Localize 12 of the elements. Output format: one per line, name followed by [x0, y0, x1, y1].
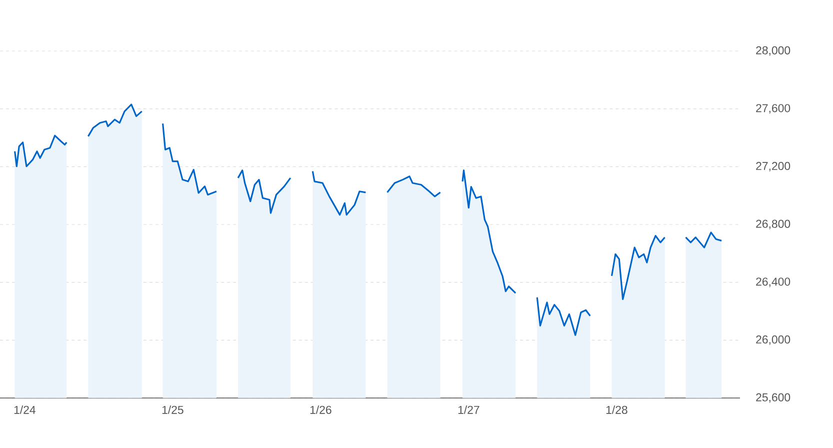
y-tick-label: 27,600	[756, 104, 790, 114]
x-tick-label: 1/27	[458, 406, 480, 414]
y-tick-label: 26,400	[756, 278, 790, 288]
x-tick-label: 1/24	[14, 406, 36, 414]
y-tick-label: 28,000	[756, 46, 790, 56]
y-tick-label: 27,200	[756, 162, 790, 172]
y-tick-label: 26,800	[756, 220, 790, 230]
x-tick-label: 1/26	[310, 406, 332, 414]
x-tick-label: 1/25	[162, 406, 184, 414]
x-tick-label: 1/28	[606, 406, 628, 414]
y-tick-label: 25,600	[756, 393, 790, 403]
y-tick-label: 26,000	[756, 335, 790, 345]
